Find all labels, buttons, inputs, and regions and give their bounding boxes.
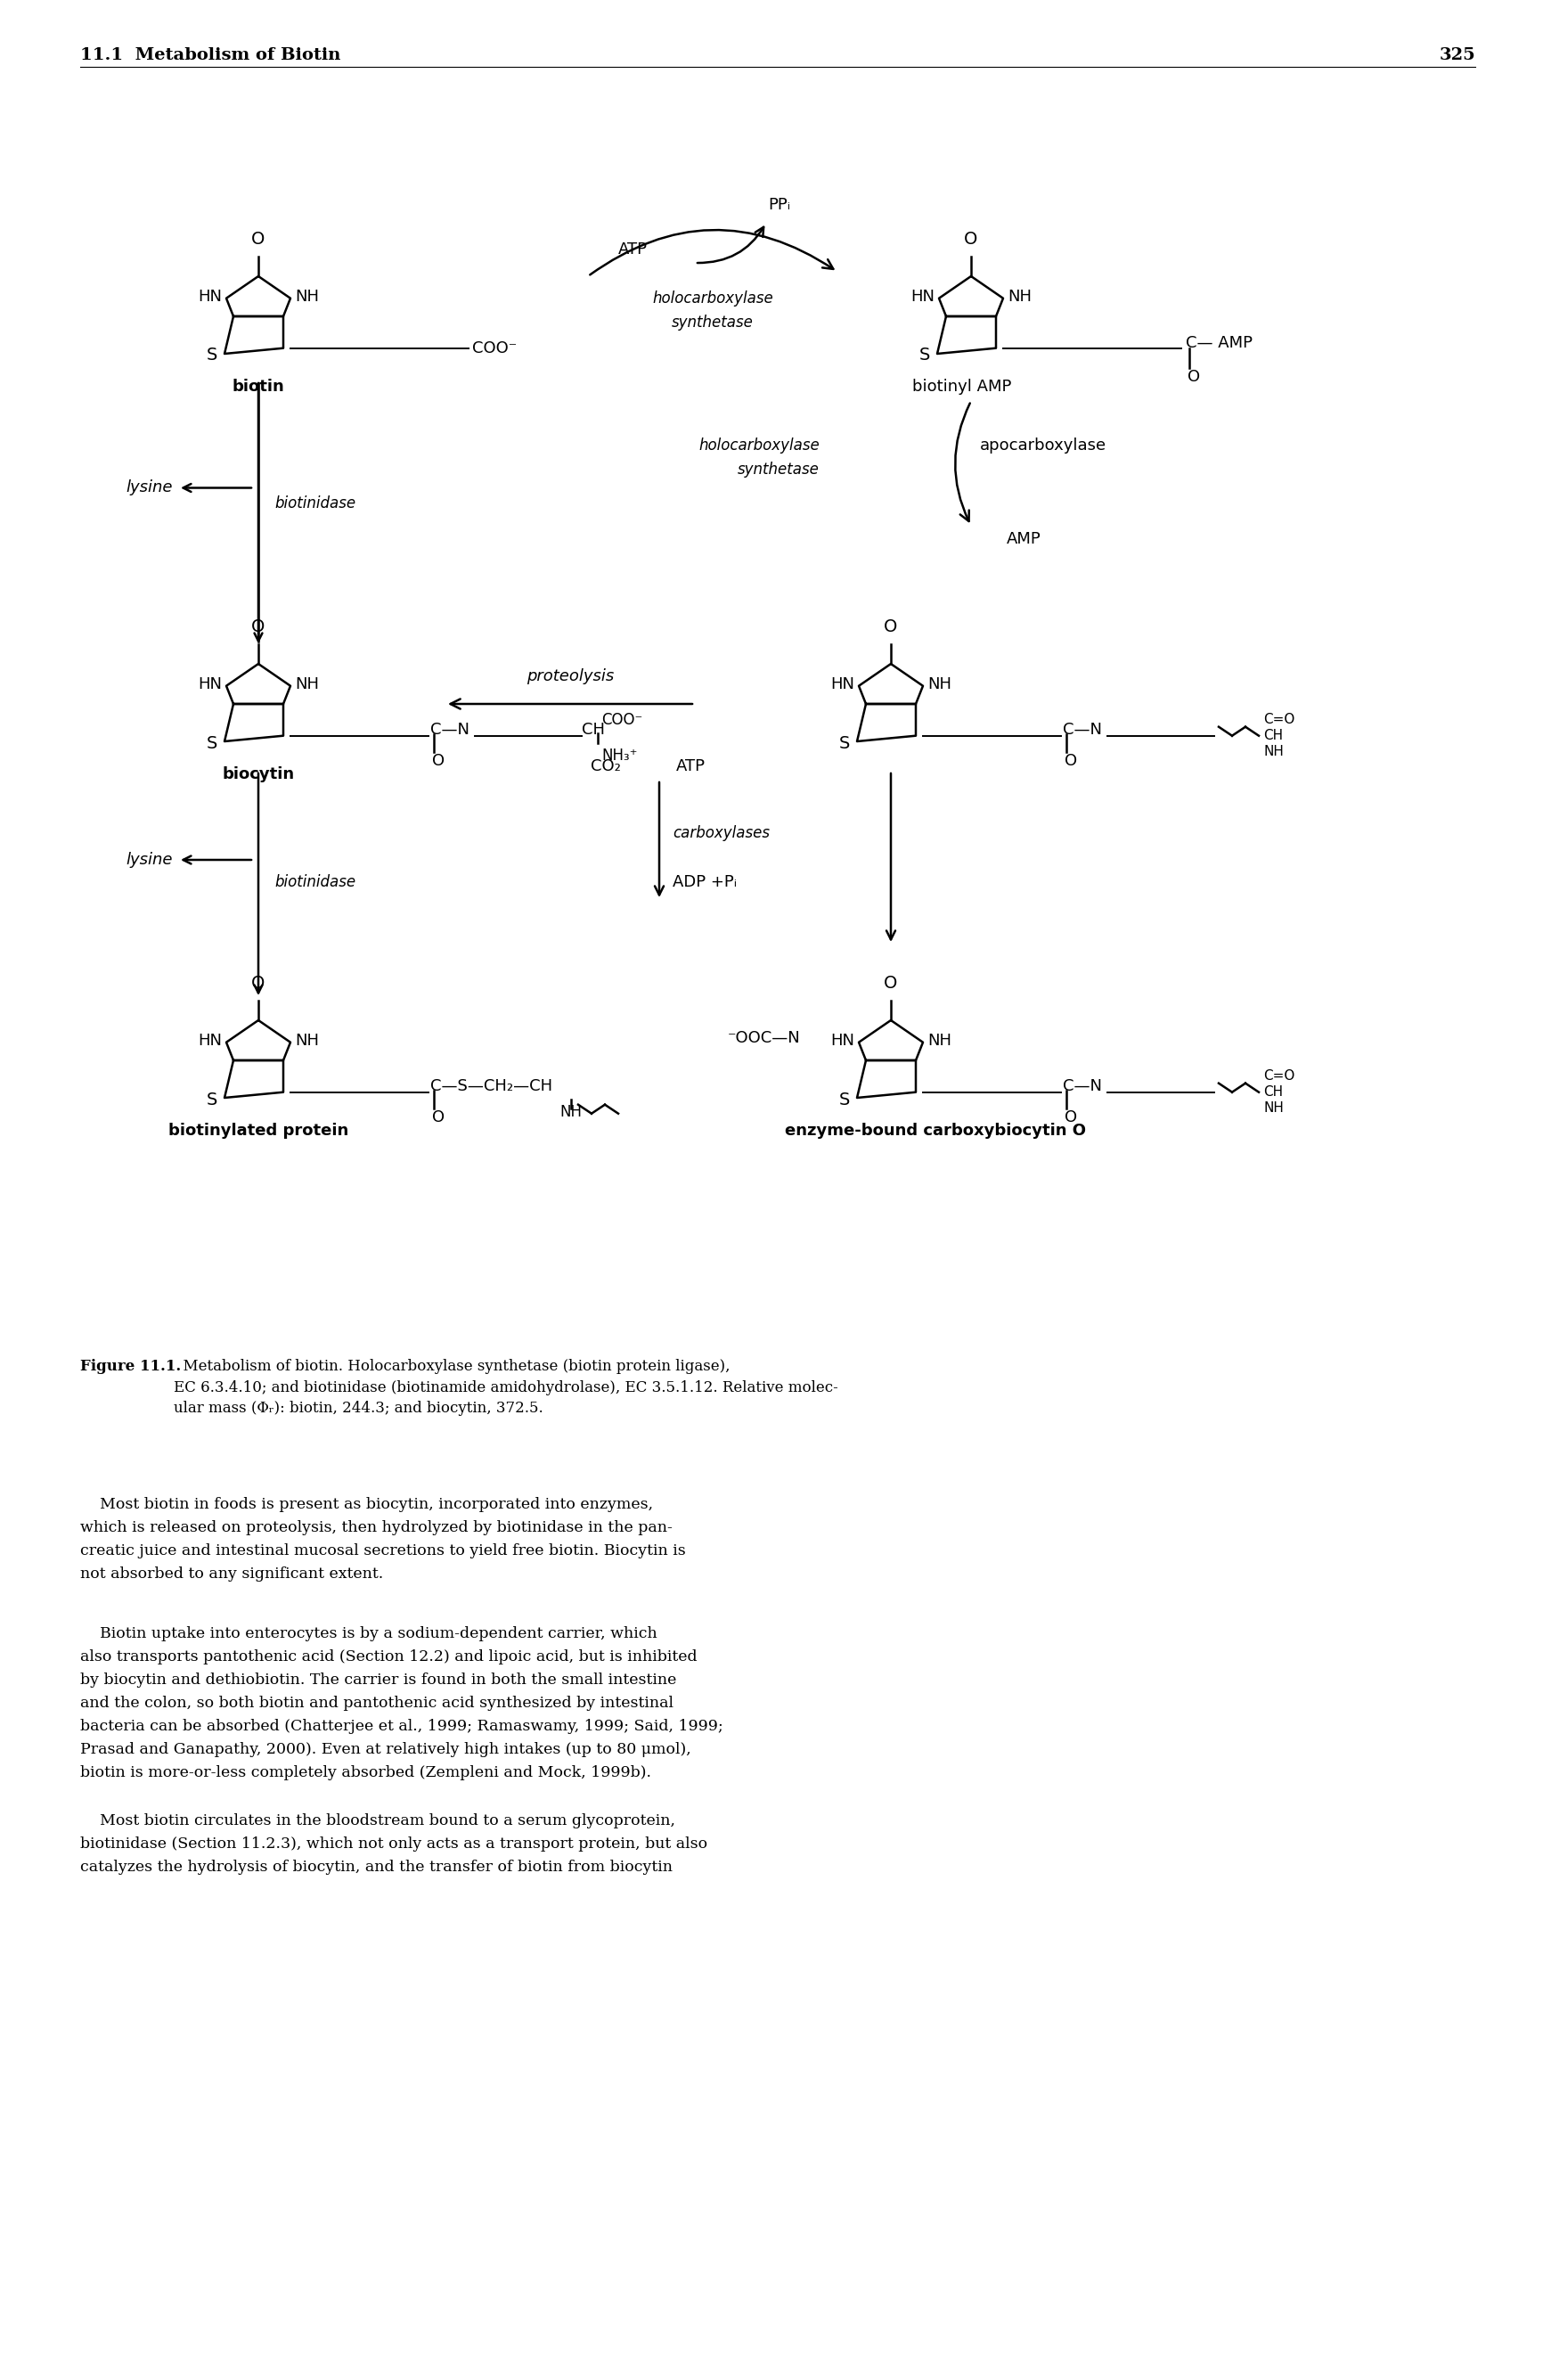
Text: O: O	[965, 231, 977, 248]
Text: O: O	[1188, 369, 1200, 386]
Text: HN: HN	[199, 1033, 222, 1050]
Text: also transports pantothenic acid (Section 12.2) and lipoic acid, but is inhibite: also transports pantothenic acid (Sectio…	[81, 1649, 698, 1664]
Text: C—S—CH₂—CH: C—S—CH₂—CH	[430, 1078, 552, 1095]
Text: synthetase: synthetase	[672, 314, 754, 331]
Text: PPᵢ: PPᵢ	[768, 198, 791, 212]
Text: NH: NH	[1263, 1102, 1284, 1114]
Text: NH: NH	[927, 676, 951, 693]
Text: proteolysis: proteolysis	[526, 669, 614, 685]
Text: HN: HN	[199, 288, 222, 305]
Text: NH: NH	[295, 676, 320, 693]
Text: O: O	[251, 231, 265, 248]
Text: ADP +Pᵢ: ADP +Pᵢ	[673, 873, 737, 890]
Text: Most biotin circulates in the bloodstream bound to a serum glycoprotein,: Most biotin circulates in the bloodstrea…	[81, 1814, 675, 1828]
Text: C—N: C—N	[1062, 1078, 1103, 1095]
Text: S: S	[206, 347, 217, 364]
Text: CO₂: CO₂	[591, 759, 620, 774]
Text: AMP: AMP	[1007, 531, 1041, 547]
Text: biotinidase: biotinidase	[275, 495, 355, 512]
Text: CH: CH	[1263, 728, 1283, 743]
Text: Most biotin in foods is present as biocytin, incorporated into enzymes,: Most biotin in foods is present as biocy…	[81, 1497, 653, 1511]
Text: catalyzes the hydrolysis of biocytin, and the transfer of biotin from biocytin: catalyzes the hydrolysis of biocytin, an…	[81, 1859, 673, 1875]
Text: creatic juice and intestinal mucosal secretions to yield free biotin. Biocytin i: creatic juice and intestinal mucosal sec…	[81, 1542, 686, 1559]
Text: O: O	[251, 619, 265, 635]
Text: C=O: C=O	[1263, 1069, 1295, 1083]
Text: CH: CH	[582, 721, 605, 738]
Text: NH: NH	[927, 1033, 951, 1050]
Text: O: O	[884, 619, 898, 635]
Text: S: S	[839, 1090, 850, 1109]
Text: HN: HN	[830, 1033, 855, 1050]
Text: COO⁻: COO⁻	[472, 340, 516, 357]
Text: NH: NH	[560, 1104, 582, 1119]
Text: and the colon, so both biotin and pantothenic acid synthesized by intestinal: and the colon, so both biotin and pantot…	[81, 1695, 673, 1711]
Text: NH: NH	[295, 288, 320, 305]
Text: biotinylated protein: biotinylated protein	[168, 1123, 349, 1138]
Text: lysine: lysine	[126, 852, 172, 869]
Text: NH₃⁺: NH₃⁺	[602, 747, 637, 764]
Text: Metabolism of biotin. Holocarboxylase synthetase (biotin protein ligase),
EC 6.3: Metabolism of biotin. Holocarboxylase sy…	[174, 1359, 838, 1416]
Text: O: O	[251, 976, 265, 992]
Text: enzyme-bound carboxybiocytin O: enzyme-bound carboxybiocytin O	[785, 1123, 1086, 1138]
Text: NH: NH	[295, 1033, 320, 1050]
Text: biotinidase (Section 11.2.3), which not only acts as a transport protein, but al: biotinidase (Section 11.2.3), which not …	[81, 1837, 707, 1852]
Text: C— AMP: C— AMP	[1187, 336, 1253, 350]
Text: Prasad and Ganapathy, 2000). Even at relatively high intakes (up to 80 μmol),: Prasad and Ganapathy, 2000). Even at rel…	[81, 1742, 692, 1756]
Text: lysine: lysine	[126, 481, 172, 495]
Text: O: O	[1064, 752, 1078, 769]
FancyArrowPatch shape	[589, 231, 833, 274]
Text: HN: HN	[910, 288, 935, 305]
Text: carboxylases: carboxylases	[673, 826, 769, 840]
Text: biotinyl AMP: biotinyl AMP	[912, 378, 1011, 395]
Text: bacteria can be absorbed (Chatterjee et al., 1999; Ramaswamy, 1999; Said, 1999;: bacteria can be absorbed (Chatterjee et …	[81, 1718, 723, 1735]
Text: biocytin: biocytin	[222, 766, 295, 783]
Text: biotinidase: biotinidase	[275, 873, 355, 890]
Text: not absorbed to any significant extent.: not absorbed to any significant extent.	[81, 1566, 383, 1583]
Text: O: O	[884, 976, 898, 992]
Text: ATP: ATP	[676, 759, 706, 774]
Text: biotin is more-or-less completely absorbed (Zempleni and Mock, 1999b).: biotin is more-or-less completely absorb…	[81, 1766, 651, 1780]
Text: S: S	[206, 1090, 217, 1109]
Text: NH: NH	[1263, 745, 1284, 759]
Text: NH: NH	[1008, 288, 1031, 305]
Text: which is released on proteolysis, then hydrolyzed by biotinidase in the pan-: which is released on proteolysis, then h…	[81, 1521, 673, 1535]
Text: CH: CH	[1263, 1085, 1283, 1100]
FancyArrowPatch shape	[698, 226, 763, 262]
Text: ⁻OOC—N: ⁻OOC—N	[727, 1031, 800, 1045]
Text: HN: HN	[199, 676, 222, 693]
Text: synthetase: synthetase	[738, 462, 819, 478]
Text: ATP: ATP	[617, 240, 647, 257]
FancyArrowPatch shape	[450, 700, 692, 709]
Text: C=O: C=O	[1263, 714, 1295, 726]
Text: COO⁻: COO⁻	[602, 712, 642, 728]
Text: biotin: biotin	[233, 378, 284, 395]
Text: by biocytin and dethiobiotin. The carrier is found in both the small intestine: by biocytin and dethiobiotin. The carrie…	[81, 1673, 676, 1687]
Text: apocarboxylase: apocarboxylase	[980, 438, 1106, 455]
Text: Biotin uptake into enterocytes is by a sodium-dependent carrier, which: Biotin uptake into enterocytes is by a s…	[81, 1626, 658, 1642]
Text: Figure 11.1.: Figure 11.1.	[81, 1359, 181, 1373]
Text: O: O	[1064, 1109, 1078, 1126]
Text: HN: HN	[830, 676, 855, 693]
Text: O: O	[433, 1109, 445, 1126]
Text: 11.1  Metabolism of Biotin: 11.1 Metabolism of Biotin	[81, 48, 341, 64]
Text: C—N: C—N	[1062, 721, 1103, 738]
Text: S: S	[206, 735, 217, 752]
Text: O: O	[433, 752, 445, 769]
Text: holocarboxylase: holocarboxylase	[653, 290, 772, 307]
Text: 325: 325	[1439, 48, 1475, 64]
Text: C—N: C—N	[430, 721, 470, 738]
Text: S: S	[920, 347, 931, 364]
FancyArrowPatch shape	[955, 402, 969, 521]
Text: holocarboxylase: holocarboxylase	[698, 438, 819, 455]
Text: S: S	[839, 735, 850, 752]
